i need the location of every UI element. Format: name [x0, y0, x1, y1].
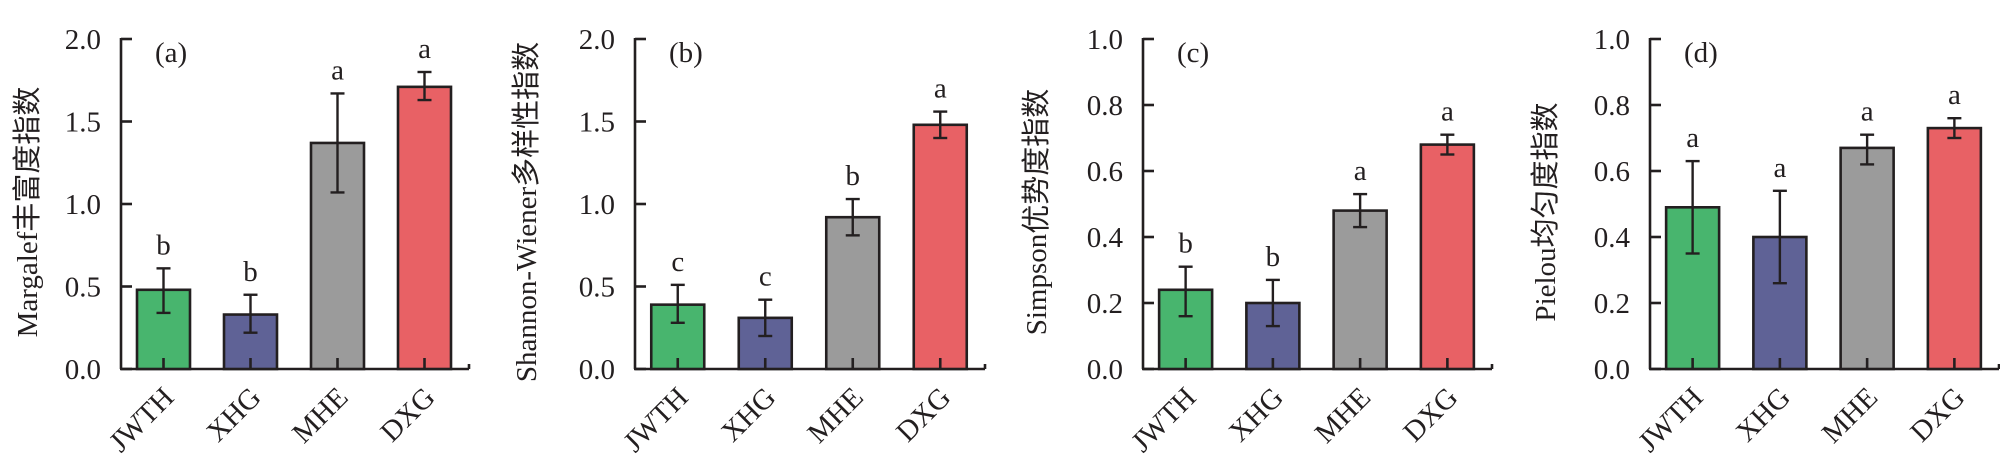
significance-label: a [1441, 96, 1454, 128]
y-tick-label: 0.5 [65, 272, 101, 304]
bar-mhe [824, 215, 881, 371]
panel-d: 0.0 0.2 0.4 0.6 0.8 1.0 Pielou均匀度指数 (d) a JWTH a XH… [1529, 24, 2000, 459]
y-tick-label: 1.0 [1087, 24, 1123, 56]
y-tick-label: 1.0 [579, 189, 615, 221]
y-tick-label: 0.0 [579, 354, 615, 386]
significance-label: b [156, 229, 171, 261]
y-tick-label: 0.5 [579, 272, 615, 304]
y-tick-label: 0.6 [1087, 156, 1123, 188]
panel-a: 0.0 0.5 1.0 1.5 2.0 Margalef丰富度指数 (a) b JWTH b XHG… [11, 24, 471, 459]
x-tick-label: XHG [200, 381, 267, 448]
y-tick-label: 2.0 [65, 24, 101, 56]
significance-label: a [934, 73, 947, 105]
bar-dxg [1419, 143, 1476, 371]
bar-dxg [912, 123, 969, 371]
y-tick-label: 1.0 [1594, 24, 1630, 56]
significance-label: b [846, 160, 861, 192]
y-tick-label: 0.4 [1087, 222, 1124, 254]
bar-mhe [1839, 146, 1895, 371]
significance-label: a [1354, 155, 1367, 187]
bar-dxg [1926, 126, 1983, 371]
y-axis-title: Shannon-Wiener多样性指数 [510, 42, 543, 382]
y-tick-label: 0.0 [65, 354, 101, 386]
panel-label: (c) [1177, 37, 1209, 69]
bar-dxg [396, 85, 453, 371]
x-tick-label: JWTH [1632, 381, 1709, 458]
panel-label: (a) [155, 37, 187, 69]
significance-label: a [1773, 152, 1786, 184]
y-tick-label: 1.5 [65, 107, 101, 139]
x-tick-label: DXG [1904, 381, 1971, 448]
x-tick-label: JWTH [1125, 381, 1202, 458]
y-tick-label: 0.8 [1594, 90, 1630, 122]
significance-label: a [1861, 96, 1874, 128]
y-tick-label: 0.4 [1594, 222, 1631, 254]
y-tick-label: 1.0 [65, 189, 101, 221]
x-tick-label: XHG [715, 381, 782, 448]
y-axis-title: Margalef丰富度指数 [11, 87, 44, 338]
panel-c: 0.0 0.2 0.4 0.6 0.8 1.0 Simpson优势度指数 (c) b JWTH b X… [1020, 24, 1494, 459]
x-tick-label: DXG [890, 381, 957, 448]
y-tick-label: 0.2 [1594, 288, 1630, 320]
x-tick-label: JWTH [617, 381, 694, 458]
y-tick-label: 0.0 [1087, 354, 1123, 386]
y-axis-title: Simpson优势度指数 [1020, 89, 1053, 336]
y-axis-title: Pielou均匀度指数 [1529, 102, 1562, 321]
significance-label: c [759, 261, 772, 293]
significance-label: b [243, 256, 258, 288]
significance-label: a [1948, 79, 1961, 111]
y-tick-label: 0.8 [1087, 90, 1123, 122]
significance-label: b [1178, 228, 1193, 260]
x-tick-label: MHE [801, 381, 869, 449]
x-tick-label: MHE [1816, 381, 1884, 449]
x-tick-label: XHG [1730, 381, 1797, 448]
panel-label: (b) [669, 37, 703, 69]
significance-label: a [418, 33, 431, 65]
y-tick-label: 1.5 [579, 107, 615, 139]
significance-label: a [1686, 122, 1699, 154]
y-tick-label: 0.0 [1594, 354, 1630, 386]
x-tick-label: DXG [1397, 381, 1464, 448]
panel-b: 0.0 0.5 1.0 1.5 2.0 Shannon-Wiener多样性指数 (b) c JW… [510, 24, 987, 459]
significance-label: a [331, 54, 344, 86]
y-tick-label: 0.2 [1087, 288, 1123, 320]
bar-mhe [1332, 209, 1388, 371]
x-tick-label: XHG [1223, 381, 1290, 448]
y-tick-label: 0.6 [1594, 156, 1630, 188]
x-tick-label: JWTH [103, 381, 180, 458]
panel-label: (d) [1684, 37, 1718, 69]
significance-label: b [1266, 241, 1281, 273]
x-tick-label: MHE [1309, 381, 1377, 449]
x-tick-label: DXG [374, 381, 441, 448]
x-tick-label: MHE [286, 381, 354, 449]
significance-label: c [671, 246, 684, 278]
y-tick-label: 2.0 [579, 24, 615, 56]
